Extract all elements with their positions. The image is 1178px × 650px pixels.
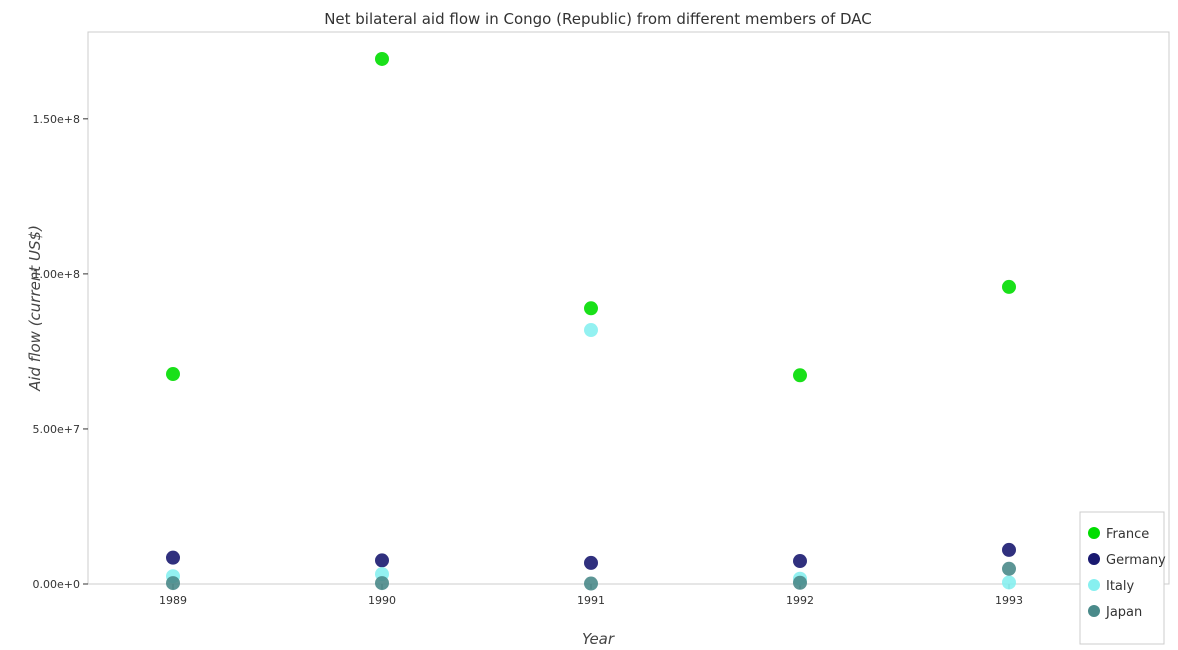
y-axis-label: Aid flow (current US$) xyxy=(26,225,44,392)
data-point-france xyxy=(375,51,389,66)
data-point-japan xyxy=(166,576,180,591)
legend-marker-japan xyxy=(1088,605,1100,617)
x-axis: 1989 1990 1991 1992 1993 xyxy=(159,584,1023,607)
data-point-italy xyxy=(584,323,598,338)
data-point-france xyxy=(584,301,598,316)
data-point-germany xyxy=(166,550,180,565)
legend-label-germany: Germany xyxy=(1106,553,1166,568)
legend-marker-germany xyxy=(1088,553,1100,565)
data-point-japan xyxy=(584,576,598,591)
data-point-germany xyxy=(375,553,389,568)
data-point-germany xyxy=(793,554,807,569)
data-points xyxy=(166,51,1016,591)
legend-label-france: France xyxy=(1106,527,1149,542)
legend-label-italy: Italy xyxy=(1106,579,1135,594)
y-tick-label: 0.00e+0 xyxy=(33,578,80,591)
x-tick-label: 1989 xyxy=(159,594,187,607)
x-tick-label: 1993 xyxy=(995,594,1023,607)
data-point-france xyxy=(166,367,180,382)
plot-area xyxy=(87,31,1170,585)
data-point-japan xyxy=(1002,561,1016,576)
legend-label-japan: Japan xyxy=(1105,605,1142,620)
x-axis-label: Year xyxy=(582,630,615,648)
y-tick-label: 5.00e+7 xyxy=(33,423,80,436)
y-tick-label: 1.00e+8 xyxy=(33,268,80,281)
data-point-japan xyxy=(793,575,807,590)
y-tick-label: 1.50e+8 xyxy=(33,113,80,126)
chart-title: Net bilateral aid flow in Congo (Republi… xyxy=(324,10,872,28)
data-point-japan xyxy=(375,576,389,591)
data-point-italy xyxy=(1002,575,1016,590)
x-tick-label: 1990 xyxy=(368,594,396,607)
legend: France Germany Italy Japan xyxy=(1079,511,1166,645)
data-point-germany xyxy=(1002,542,1016,557)
x-tick-label: 1991 xyxy=(577,594,605,607)
legend-marker-italy xyxy=(1088,579,1100,591)
legend-marker-france xyxy=(1088,527,1100,539)
x-tick-label: 1992 xyxy=(786,594,814,607)
data-point-france xyxy=(793,368,807,383)
data-point-france xyxy=(1002,279,1016,294)
y-axis: 0.00e+0 5.00e+7 1.00e+8 1.50e+8 xyxy=(33,113,88,591)
data-point-germany xyxy=(584,555,598,570)
